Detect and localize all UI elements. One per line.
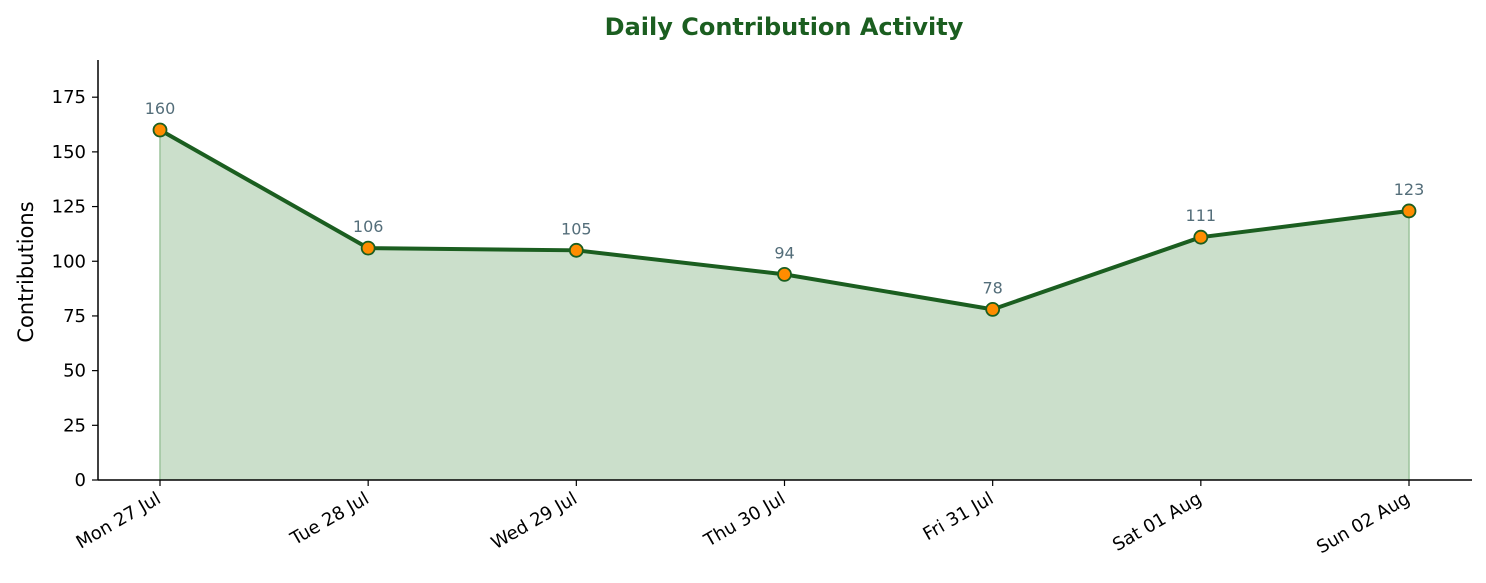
data-labels: 160 106 105 94 78 111 123 [145, 99, 1425, 297]
data-label: 106 [353, 217, 384, 236]
data-label: 111 [1186, 206, 1217, 225]
data-point [1193, 229, 1209, 245]
data-point [777, 266, 792, 282]
x-tick-label: Fri 31 Jul [920, 488, 998, 545]
data-label: 160 [145, 99, 176, 118]
chart-title: Daily Contribution Activity [605, 13, 964, 41]
data-label: 78 [982, 278, 1002, 297]
x-tick-label: Mon 27 Jul [73, 488, 165, 553]
area-layer [159, 130, 1410, 480]
y-tick-label: 125 [52, 197, 86, 218]
data-point [152, 122, 168, 138]
y-tick-label: 75 [63, 306, 86, 327]
data-point [985, 301, 1001, 317]
data-point [1401, 203, 1417, 219]
data-label: 105 [561, 219, 592, 238]
data-label: 123 [1394, 180, 1425, 199]
series-layer [152, 122, 1417, 317]
y-axis-label: Contributions [14, 201, 38, 342]
data-point [568, 242, 584, 258]
y-tick-label: 25 [63, 415, 86, 436]
area-fill [160, 130, 1409, 480]
x-tick-label: Sat 01 Aug [1109, 488, 1205, 556]
x-tick-label: Tue 28 Jul [286, 488, 373, 550]
y-tick-label: 175 [52, 87, 86, 108]
y-tick-label: 50 [63, 361, 86, 382]
y-tick-label: 100 [52, 251, 86, 272]
x-tick-label: Wed 29 Jul [488, 488, 581, 554]
x-tick-label: Sun 02 Aug [1313, 488, 1413, 558]
data-point [360, 240, 376, 256]
y-tick-label: 150 [52, 142, 86, 163]
y-tick-label: 0 [75, 470, 86, 491]
data-label: 94 [774, 243, 794, 262]
x-tick-label: Thu 30 Jul [700, 488, 789, 552]
